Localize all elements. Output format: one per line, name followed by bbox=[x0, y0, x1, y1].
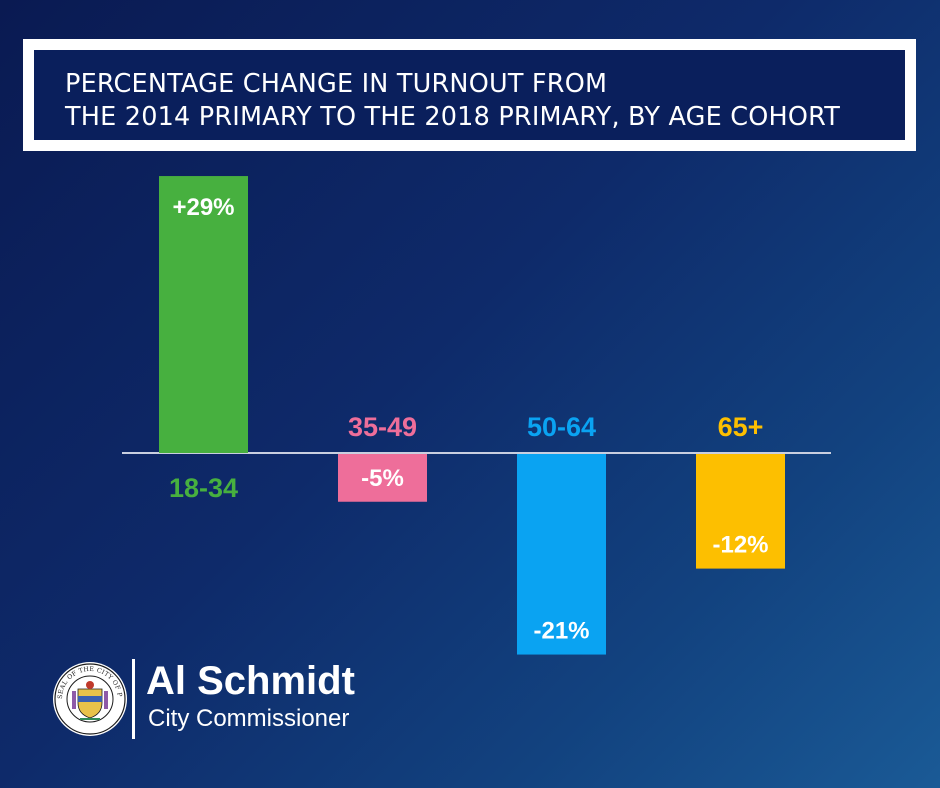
chart-title: PERCENTAGE CHANGE IN TURNOUT FROM THE 20… bbox=[34, 50, 905, 140]
bar-65+ bbox=[696, 454, 785, 569]
commissioner-name: Al Schmidt bbox=[146, 659, 355, 703]
value-label: -21% bbox=[533, 618, 589, 645]
bar-35-49 bbox=[338, 454, 427, 502]
city-seal-logo: SEAL OF THE CITY OF PHILADELPHIA bbox=[52, 661, 127, 736]
value-label: -12% bbox=[712, 532, 768, 559]
category-label: 18-34 bbox=[169, 473, 238, 503]
title-box: PERCENTAGE CHANGE IN TURNOUT FROM THE 20… bbox=[23, 39, 916, 151]
title-line-1: PERCENTAGE CHANGE IN TURNOUT FROM bbox=[65, 69, 608, 99]
footer-divider bbox=[132, 659, 135, 739]
commissioner-role: City Commissioner bbox=[148, 705, 350, 732]
footer-branding: SEAL OF THE CITY OF PHILADELPHIA Al Schm… bbox=[52, 656, 412, 746]
category-label: 65+ bbox=[718, 412, 764, 442]
bar-18-34 bbox=[159, 176, 248, 454]
title-line-2: THE 2014 PRIMARY TO THE 2018 PRIMARY, BY… bbox=[65, 102, 840, 132]
bar-50-64 bbox=[517, 454, 606, 655]
value-label: +29% bbox=[172, 194, 234, 221]
category-label: 50-64 bbox=[527, 412, 596, 442]
category-label: 35-49 bbox=[348, 412, 417, 442]
value-label: -5% bbox=[361, 465, 404, 492]
